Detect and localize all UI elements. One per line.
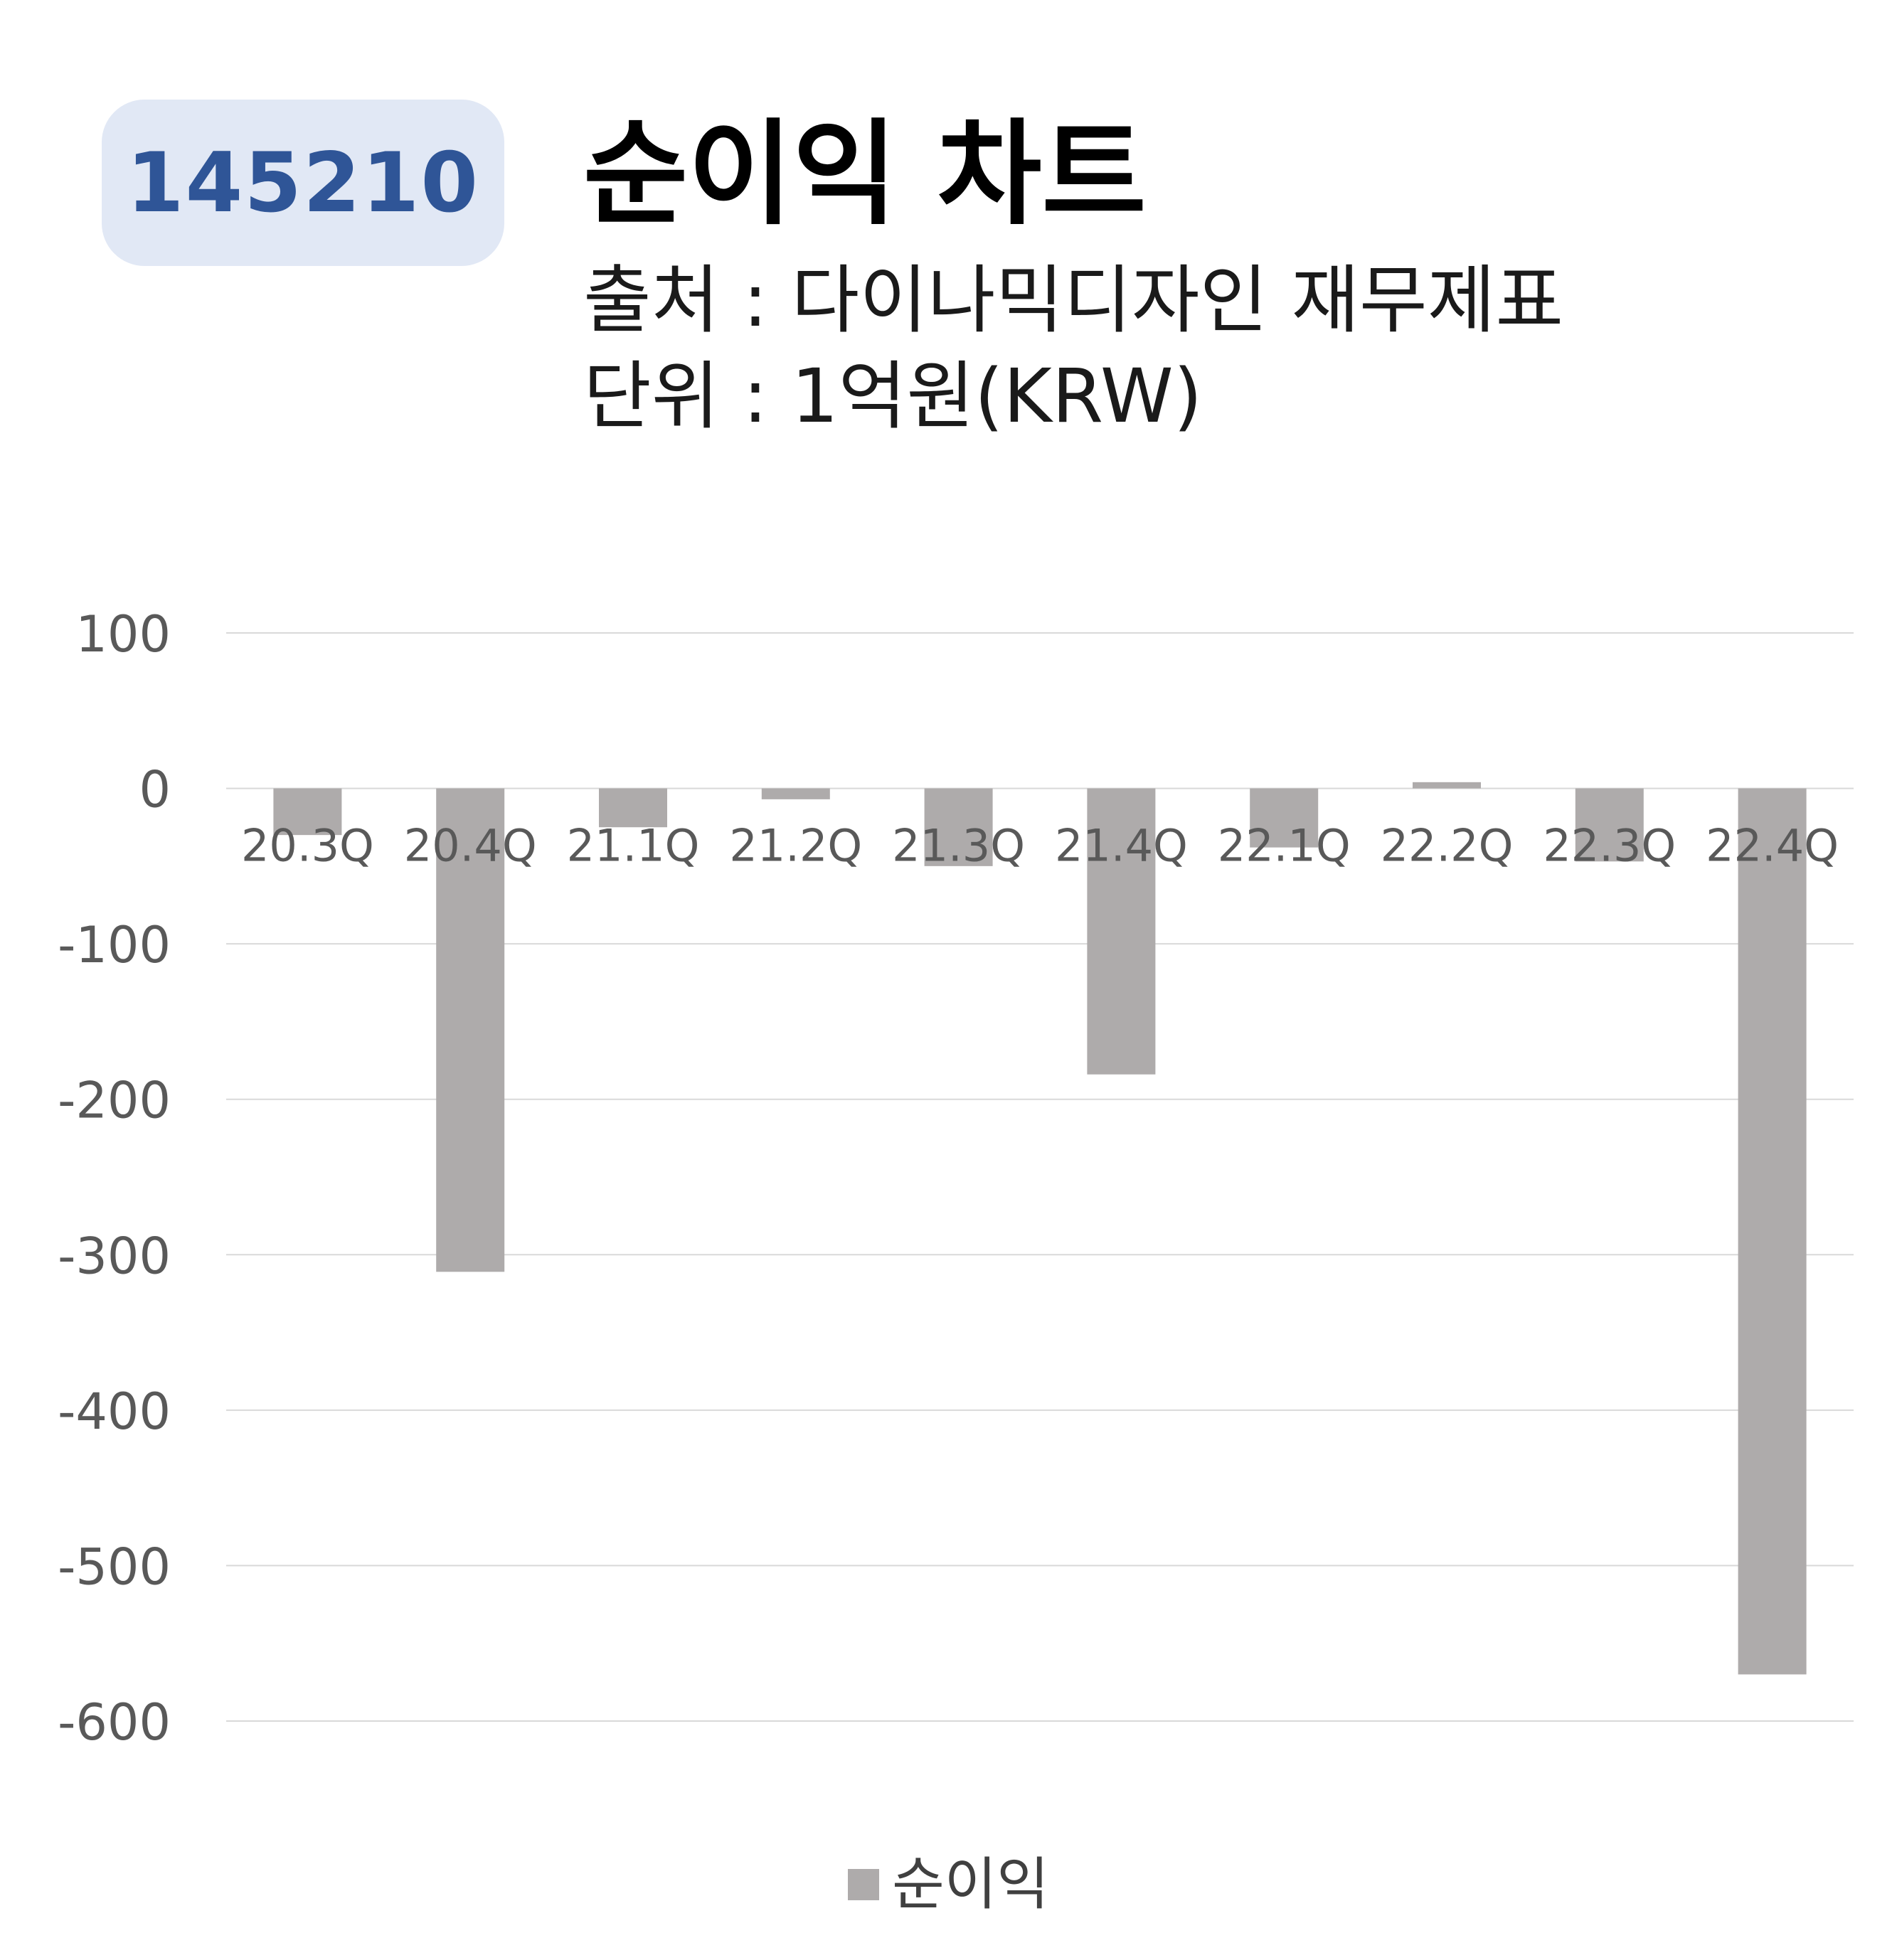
bars: [273, 782, 1807, 1675]
bar-22.4Q: [1738, 788, 1807, 1675]
x-axis-ticks: 20.3Q 20.4Q 21.1Q 21.2Q 21.3Q 21.4Q 22.1Q 22.2Q…: [241, 820, 1839, 872]
bar-21.2Q: [761, 788, 830, 799]
legend-label: 순이익: [892, 1851, 1049, 1917]
legend: 순이익: [0, 1856, 1897, 1913]
y-tick-label: -600: [58, 1693, 171, 1752]
stock-code-badge: 145210: [102, 100, 504, 266]
y-tick-label: -200: [58, 1072, 171, 1130]
bar-22.2Q: [1413, 782, 1481, 789]
legend-swatch: [848, 1869, 880, 1900]
y-tick-label: -500: [58, 1538, 171, 1596]
bar-20.3Q: [273, 788, 342, 836]
bar-22.1Q: [1250, 788, 1319, 848]
x-tick-label: 22.3Q: [1543, 820, 1676, 872]
stock-code: 145210: [126, 134, 480, 231]
x-tick-label: 21.3Q: [892, 820, 1025, 872]
bar-21.1Q: [599, 788, 667, 828]
unit-line: 단위 : 1억원(KRW): [583, 353, 1203, 440]
x-tick-label: 22.1Q: [1218, 820, 1351, 872]
x-tick-label: 21.1Q: [567, 820, 700, 872]
bar-21.4Q: [1087, 788, 1156, 1075]
source-line: 출처 : 다이나믹디자인 재무제표: [583, 257, 1564, 343]
y-tick-label: -400: [58, 1383, 171, 1441]
x-tick-label: 22.2Q: [1381, 820, 1514, 872]
y-tick-label: 0: [139, 761, 171, 819]
bar-21.3Q: [924, 788, 993, 866]
y-axis-ticks: 100 0 -100 -200 -300 -400 -500 -600: [58, 605, 171, 1752]
bar-22.3Q: [1575, 788, 1644, 862]
y-tick-label: 100: [75, 605, 171, 664]
x-tick-label: 20.3Q: [241, 820, 374, 872]
x-tick-label: 22.4Q: [1706, 820, 1839, 872]
y-tick-label: -100: [58, 916, 171, 974]
x-tick-label: 20.4Q: [404, 820, 537, 872]
bar-20.4Q: [436, 788, 505, 1272]
y-tick-label: -300: [58, 1227, 171, 1285]
chart-title: 순이익 차트: [583, 107, 1147, 240]
x-tick-label: 21.2Q: [729, 820, 862, 872]
x-tick-label: 21.4Q: [1055, 820, 1188, 872]
